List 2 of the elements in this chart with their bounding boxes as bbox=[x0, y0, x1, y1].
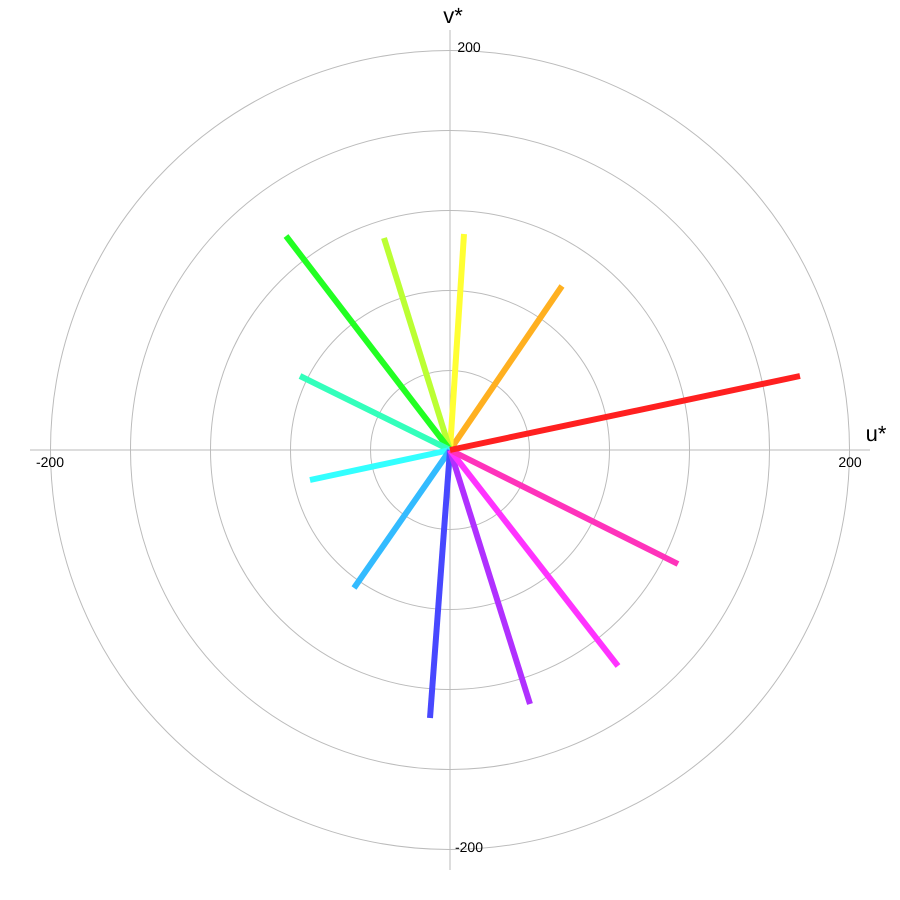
y-axis-title: v* bbox=[443, 3, 464, 28]
x-axis-title: u* bbox=[866, 421, 887, 446]
